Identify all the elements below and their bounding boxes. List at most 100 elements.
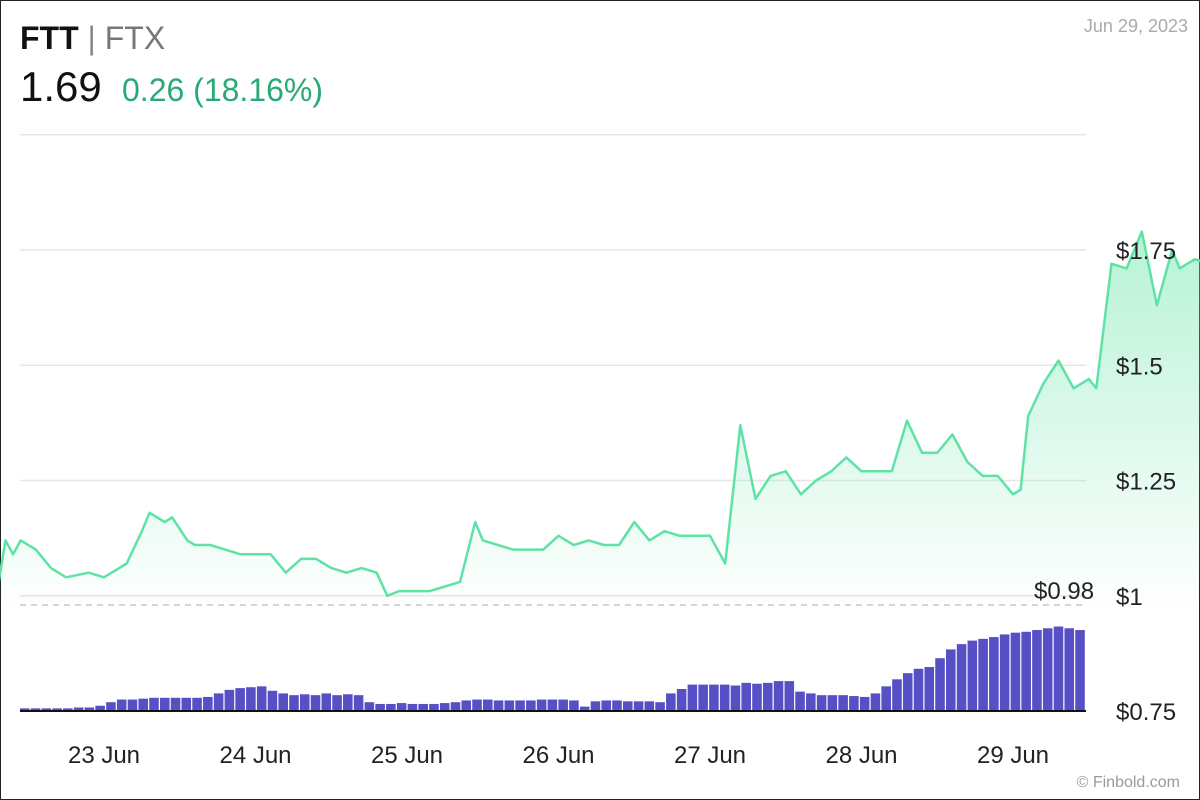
volume-bar [41, 708, 52, 711]
x-tick-label: 25 Jun [371, 742, 443, 769]
volume-bar [579, 706, 590, 711]
volume-bar [741, 682, 751, 711]
source-credit: © Finbold.com [1076, 774, 1180, 791]
volume-bar [999, 634, 1010, 711]
volume-bar [806, 693, 816, 711]
volume-bar [310, 695, 321, 711]
y-tick-label: $1.25 [1116, 469, 1176, 496]
volume-bar [504, 700, 515, 711]
x-tick-label: 24 Jun [219, 742, 291, 769]
volume-bar [924, 667, 935, 711]
volume-bar [170, 697, 181, 711]
volume-bar [461, 700, 472, 711]
volume-bar [666, 693, 676, 711]
price-area [0, 231, 1200, 605]
volume-bar [913, 668, 924, 711]
volume-bar [526, 700, 536, 711]
price-change: 0.26 (18.16%) [122, 72, 324, 108]
current-price: 1.69 [20, 63, 102, 110]
volume-bar [870, 693, 881, 711]
volume-bar [364, 702, 375, 711]
price-line-up [0, 230, 1200, 598]
volume-bar [267, 690, 278, 711]
volume-bar [30, 708, 41, 711]
volume-bars [20, 626, 1086, 712]
volume-bar [396, 703, 407, 711]
x-tick-label: 27 Jun [674, 742, 746, 769]
volume-bar [816, 695, 827, 711]
chart-date: Jun 29, 2023 [1083, 16, 1188, 36]
volume-bar [278, 693, 288, 711]
volume-bar [773, 681, 784, 711]
volume-bar [547, 699, 558, 711]
volume-bar [235, 688, 245, 711]
volume-bar [1064, 628, 1075, 711]
volume-bar [483, 699, 493, 711]
y-tick-label: $0.75 [1116, 699, 1176, 726]
volume-bar [213, 693, 224, 711]
volume-bar [407, 703, 418, 711]
price-line-group [0, 230, 1200, 598]
volume-bar [20, 708, 30, 711]
volume-bar [450, 702, 461, 711]
price-area-up [0, 231, 1200, 605]
volume-bar [892, 679, 902, 711]
volume-bar [106, 702, 116, 711]
volume-bar [224, 689, 235, 711]
volume-bar [978, 638, 988, 711]
y-tick-label: $1.75 [1116, 238, 1176, 265]
volume-bar [472, 699, 482, 711]
volume-bar [687, 684, 698, 711]
volume-bar [203, 696, 213, 711]
volume-bar [1075, 630, 1085, 711]
volume-bar [881, 686, 891, 711]
volume-bar [633, 701, 644, 711]
volume-bar [967, 640, 978, 711]
volume-bar [989, 637, 999, 711]
ticker-separator: | [87, 20, 96, 56]
volume-bar [429, 703, 439, 711]
volume-bar [256, 686, 267, 711]
x-tick-label: 29 Jun [977, 742, 1049, 769]
volume-bar [1010, 632, 1021, 711]
volume-bar [730, 685, 741, 711]
volume-bar [784, 681, 795, 711]
volume-bar [192, 697, 202, 711]
volume-bar [1053, 626, 1064, 711]
volume-bar [719, 684, 730, 711]
axis-labels: $1.75 $1.5 $1.25 $1 $0.75 23 Jun 24 Jun 25 Jun 2… [68, 238, 1176, 769]
y-tick-label: $1 [1116, 584, 1143, 611]
volume-bar [116, 699, 127, 711]
volume-bar [655, 702, 665, 711]
volume-bar [353, 695, 364, 711]
volume-bar [159, 697, 170, 711]
volume-bar [321, 693, 332, 711]
volume-bar [752, 683, 762, 711]
volume-bar [332, 695, 342, 711]
volume-bar [590, 701, 601, 711]
volume-bar [1042, 628, 1053, 711]
volume-bar [956, 644, 967, 711]
volume-bar [762, 682, 773, 711]
volume-bar [612, 700, 622, 711]
volume-bar [795, 691, 805, 711]
volume-bar [84, 707, 95, 711]
volume-bar [569, 700, 579, 711]
volume-bar [536, 699, 547, 711]
volume-bar [601, 700, 612, 711]
volume-bar [558, 699, 568, 711]
volume-bar [386, 703, 396, 711]
ticker-header: FTT | FTX [20, 18, 165, 58]
volume-bar [181, 697, 192, 711]
ticker-symbol: FTT [20, 20, 79, 56]
volume-bar [73, 707, 84, 711]
volume-bar [676, 689, 687, 711]
volume-bar [343, 694, 353, 711]
volume-bar [52, 708, 62, 711]
volume-bar [246, 687, 256, 711]
volume-bar [935, 658, 945, 711]
volume-bar [289, 695, 299, 711]
volume-bar [1032, 630, 1042, 711]
volume-bar [439, 703, 450, 711]
